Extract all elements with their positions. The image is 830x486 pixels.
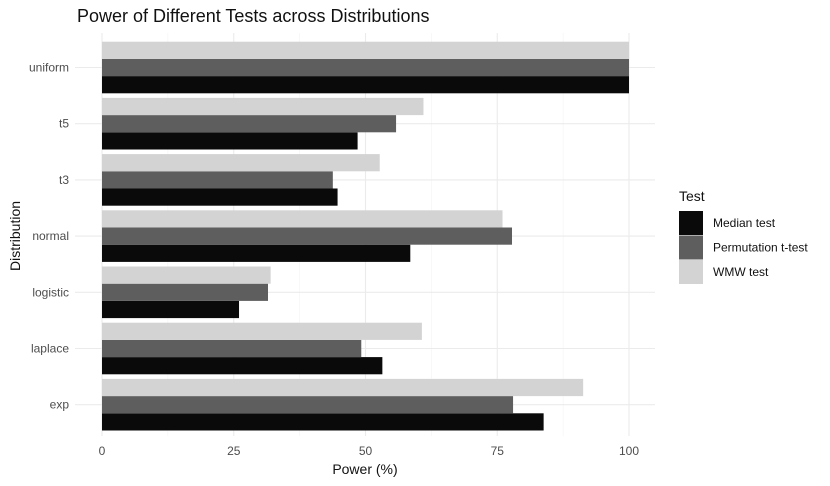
x-axis-title: Power (%) — [332, 461, 397, 477]
y-tick-label: uniform — [29, 61, 69, 75]
legend-label: Median test — [713, 216, 776, 230]
bar-logistic-wmw-test — [102, 266, 271, 284]
bar-logistic-median-test — [102, 300, 240, 319]
x-tick-label: 100 — [619, 444, 639, 458]
chart-title: Power of Different Tests across Distribu… — [77, 6, 429, 26]
y-tick-label: t5 — [59, 117, 69, 131]
bar-laplace-wmw-test — [102, 322, 422, 340]
bar-t3-permutation-t-test — [102, 171, 333, 189]
x-tick-labels: 0 25 50 75 100 — [99, 444, 640, 458]
bar-t5-wmw-test — [102, 97, 424, 116]
bar-t3-median-test — [102, 188, 338, 206]
bar-uniform-median-test — [102, 76, 629, 94]
y-tick-label: normal — [32, 229, 69, 243]
legend: Test Median test Permutation t-test WMW te… — [679, 188, 808, 284]
legend-title: Test — [679, 188, 705, 204]
y-tick-label: t3 — [59, 173, 69, 187]
bar-exp-permutation-t-test — [102, 396, 514, 414]
legend-label: Permutation t-test — [713, 241, 808, 255]
bars — [102, 41, 629, 431]
bar-uniform-permutation-t-test — [102, 58, 629, 77]
bar-laplace-median-test — [102, 357, 383, 375]
bar-normal-wmw-test — [102, 210, 503, 228]
bar-t5-median-test — [102, 132, 358, 150]
legend-label: WMW test — [713, 265, 769, 279]
x-tick-label: 50 — [359, 444, 373, 458]
x-tick-label: 75 — [491, 444, 505, 458]
y-tick-labels: uniform t5 t3 normal logistic laplace exp — [29, 61, 69, 412]
y-axis-title: Distribution — [7, 201, 23, 271]
bar-uniform-wmw-test — [102, 41, 629, 59]
bar-normal-permutation-t-test — [102, 227, 513, 245]
bar-t3-wmw-test — [102, 154, 380, 172]
bar-exp-median-test — [102, 413, 544, 431]
y-tick-label: logistic — [32, 285, 69, 299]
legend-key — [679, 235, 703, 260]
bar-logistic-permutation-t-test — [102, 283, 269, 301]
legend-key — [679, 211, 703, 235]
bar-laplace-permutation-t-test — [102, 339, 362, 358]
x-tick-label: 0 — [99, 444, 106, 458]
bar-t5-permutation-t-test — [102, 115, 397, 133]
bar-exp-wmw-test — [102, 378, 584, 397]
bar-normal-median-test — [102, 244, 411, 262]
y-tick-label: exp — [50, 398, 70, 412]
y-tick-label: laplace — [31, 342, 69, 356]
x-tick-label: 25 — [227, 444, 241, 458]
legend-key — [679, 260, 703, 284]
